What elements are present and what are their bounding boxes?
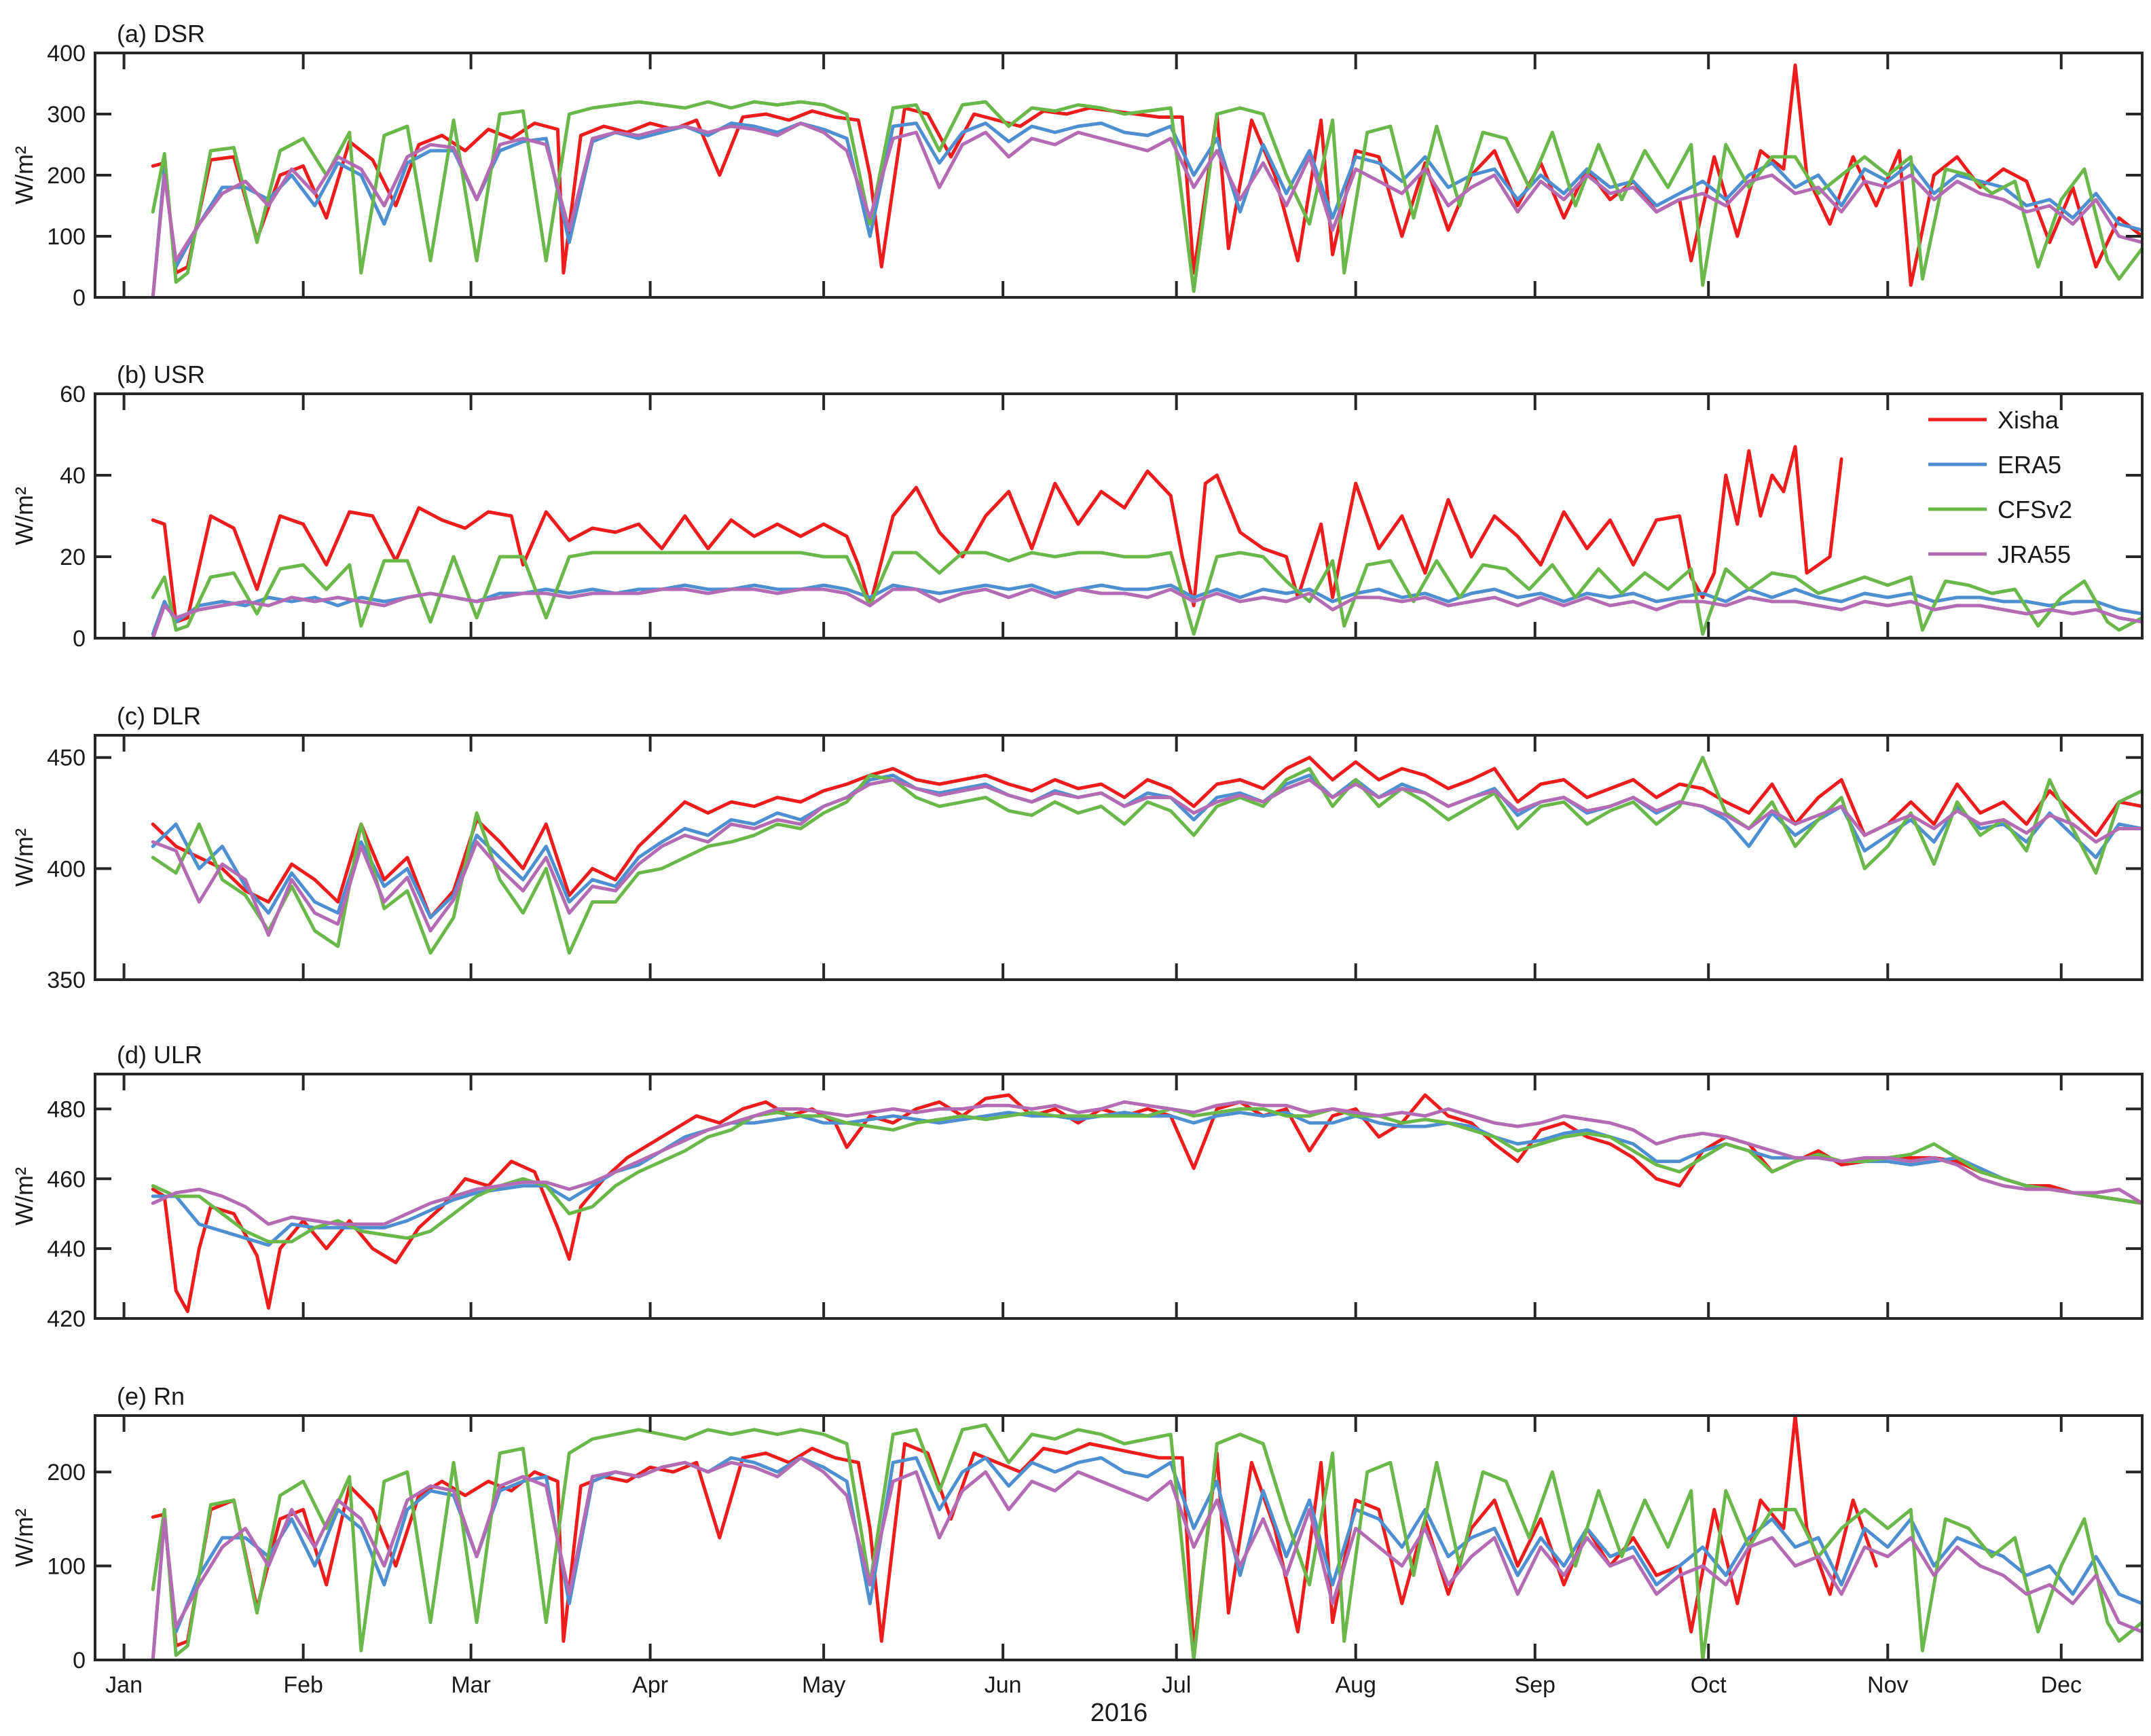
y-axis-label: W/m²: [10, 1509, 38, 1567]
x-tick-label: Mar: [451, 1672, 491, 1698]
series-group: [151, 1093, 2142, 1314]
x-tick-label: Sep: [1514, 1672, 1556, 1698]
y-tick-label: 20: [60, 544, 86, 570]
y-tick-label: 480: [47, 1096, 86, 1122]
series-line-xisha: [151, 756, 2142, 919]
y-tick-label: 0: [73, 626, 86, 652]
y-tick-label: 460: [47, 1166, 86, 1192]
y-axis-label: W/m²: [10, 146, 38, 204]
axes-frame: [94, 734, 2144, 981]
series-line-era5: [151, 773, 2142, 919]
panel-title: (c) DLR: [117, 702, 201, 730]
y-tick-label: 0: [73, 285, 86, 311]
series-line-cfsv2: [151, 551, 2142, 636]
y-tick-label: 400: [47, 41, 86, 67]
series-line-xisha: [151, 1093, 2142, 1314]
x-tick-label: Jan: [105, 1672, 143, 1698]
series-group: [151, 63, 2142, 297]
panel-title: (a) DSR: [117, 20, 205, 48]
y-tick-label: 200: [47, 1460, 86, 1485]
y-tick-label: 420: [47, 1306, 86, 1332]
legend: Xisha ERA5 CFSv2 JRA55: [1928, 406, 2072, 568]
series-line-xisha: [151, 1416, 1878, 1652]
panel-title: (e) Rn: [117, 1382, 185, 1410]
axes-frame: [94, 1414, 2144, 1661]
y-tick-label: 100: [47, 224, 86, 250]
y-axis-label: W/m²: [10, 1167, 38, 1225]
series-line-jra55: [151, 778, 2142, 937]
x-axis-label: 2016: [1090, 1699, 1148, 1727]
series-line-jra55: [151, 122, 2142, 297]
series-group: [151, 1416, 2142, 1660]
series-line-jra55: [151, 1456, 2142, 1660]
legend-label-era5: ERA5: [1998, 451, 2061, 479]
y-tick-label: 400: [47, 856, 86, 882]
y-tick-label: 0: [73, 1648, 86, 1674]
x-tick-label: Aug: [1335, 1672, 1376, 1698]
legend-label-jra55: JRA55: [1998, 540, 2071, 568]
series-line-jra55: [151, 587, 2142, 638]
y-tick-label: 100: [47, 1554, 86, 1580]
series-line-jra55: [151, 1100, 2142, 1226]
series-group: [151, 445, 2142, 638]
x-tick-label: Dec: [2041, 1672, 2082, 1698]
axes-frame: [94, 1073, 2144, 1320]
legend-label-xisha: Xisha: [1998, 406, 2059, 434]
x-tick-label: Feb: [283, 1672, 323, 1698]
y-tick-label: 60: [60, 382, 86, 407]
y-tick-label: 450: [47, 745, 86, 771]
series-line-era5: [151, 1111, 2142, 1247]
panels-group: 0 100 200 300 400 (a) DSR W/m² 0 20 40 60 (b) USR W/…: [10, 20, 2144, 1698]
x-tick-label: Oct: [1691, 1672, 1727, 1698]
panel-0: 0 100 200 300 400 (a) DSR W/m²: [10, 20, 2144, 311]
y-tick-label: 200: [47, 163, 86, 189]
x-tick-label: May: [802, 1672, 845, 1698]
series-line-cfsv2: [151, 100, 2142, 293]
x-tick-label: Jun: [985, 1672, 1022, 1698]
y-axis-label: W/m²: [10, 828, 38, 887]
x-tick-label: Jul: [1162, 1672, 1191, 1698]
y-tick-label: 300: [47, 102, 86, 128]
panel-title: (b) USR: [117, 361, 205, 388]
panel-1: 0 20 40 60 (b) USR W/m²: [10, 361, 2144, 652]
y-tick-label: 40: [60, 463, 86, 489]
legend-label-cfsv2: CFSv2: [1998, 496, 2072, 523]
series-line-xisha: [151, 63, 2142, 287]
y-tick-label: 350: [47, 967, 86, 993]
y-axis-label: W/m²: [10, 487, 38, 545]
y-tick-label: 440: [47, 1236, 86, 1262]
panel-4: Jan Feb Mar Apr May Jun Jul Aug Sep Oct Nov Dec 0 100…: [10, 1382, 2144, 1698]
series-line-cfsv2: [151, 756, 2142, 955]
panel-title: (d) ULR: [117, 1041, 202, 1069]
x-tick-label: Nov: [1867, 1672, 1908, 1698]
x-tick-label: Apr: [632, 1672, 668, 1698]
series-line-xisha: [151, 445, 1843, 624]
panel-3: 420 440 460 480 (d) ULR W/m²: [10, 1041, 2144, 1332]
series-line-cfsv2: [151, 1107, 2142, 1244]
series-group: [151, 756, 2142, 955]
panel-2: 350 400 450 (c) DLR W/m²: [10, 702, 2144, 993]
axes-frame: [94, 392, 2144, 640]
